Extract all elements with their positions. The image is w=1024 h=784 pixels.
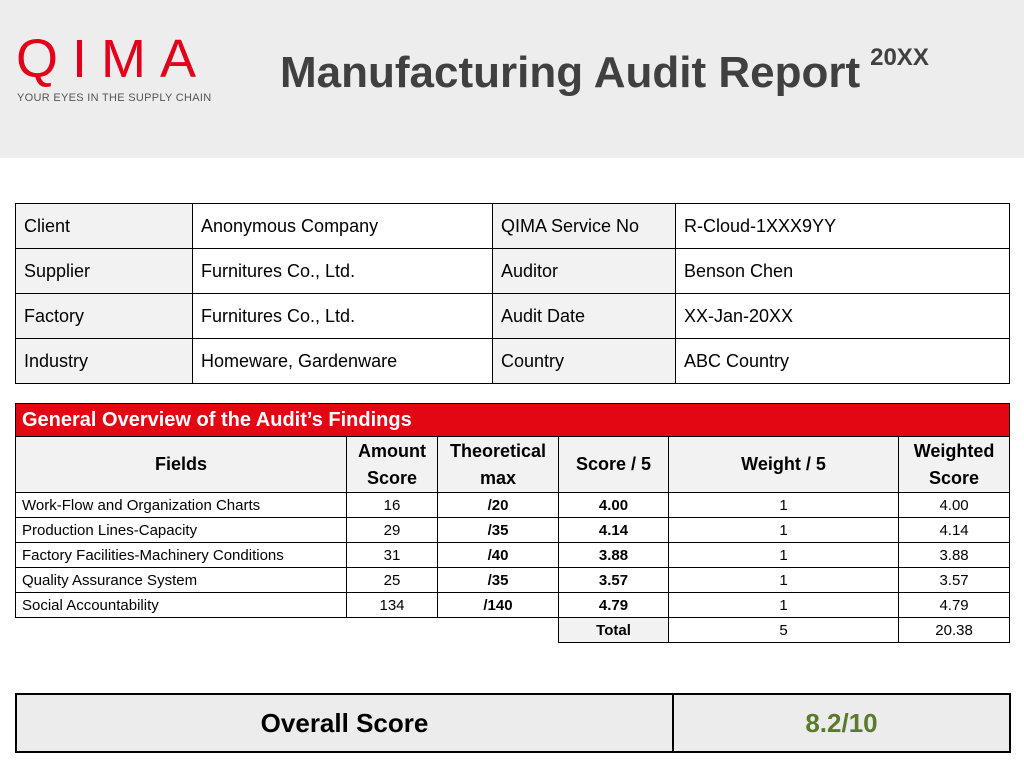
findings-cell: 4.79 <box>897 592 1011 618</box>
findings-cell: 4.00 <box>558 492 669 518</box>
column-header-row: Fields Amount Score Theoretical max Score /… <box>15 436 1011 493</box>
findings-row: Work-Flow and Organization Charts 16/20 4.… <box>15 492 1011 518</box>
findings-cell: 134 <box>346 592 438 618</box>
empty-cell <box>16 618 347 643</box>
info-table: Client Anonymous Company QIMA Service No R-… <box>15 203 1010 384</box>
column-header: Fields <box>15 436 347 493</box>
findings-cell: 1 <box>668 492 899 518</box>
info-row: Supplier Furnitures Co., Ltd. Auditor Benso… <box>15 248 1010 294</box>
overall-label: Overall Score <box>15 693 674 753</box>
findings-cell: 3.57 <box>558 567 669 593</box>
info-row: Industry Homeware, Gardenware Country ABC C… <box>15 338 1010 384</box>
findings-cell: Quality Assurance System <box>15 567 347 593</box>
info-label: Factory <box>15 293 193 339</box>
info-value: Benson Chen <box>675 248 1010 294</box>
findings-cell: 3.88 <box>897 542 1011 568</box>
logo: QIMA <box>16 29 211 89</box>
total-row: Total 5 20.38 <box>16 617 1011 643</box>
info-row: Client Anonymous Company QIMA Service No R-… <box>15 203 1010 249</box>
info-value: R-Cloud-1XXX9YY <box>675 203 1010 249</box>
findings-row: Production Lines-Capacity 29/35 4.14 1 4.14 <box>15 517 1011 543</box>
info-label: Supplier <box>15 248 193 294</box>
findings-row: Factory Facilities-Machinery Conditions 3… <box>15 542 1011 568</box>
findings-table: General Overview of the Audit’s Findings… <box>14 403 1011 643</box>
info-label: Industry <box>15 338 193 384</box>
findings-cell: 1 <box>668 592 899 618</box>
findings-cell: Social Accountability <box>15 592 347 618</box>
findings-cell: 3.57 <box>897 567 1011 593</box>
findings-cell: 4.14 <box>897 517 1011 543</box>
findings-cell: 4.00 <box>897 492 1011 518</box>
info-label: Client <box>15 203 193 249</box>
findings-cell: /35 <box>437 517 559 543</box>
column-header: Weighted Score <box>897 436 1011 493</box>
empty-cell <box>438 618 559 643</box>
info-label: Country <box>492 338 676 384</box>
findings-cell: 16 <box>346 492 438 518</box>
title-text: Manufacturing Audit Report <box>280 48 861 97</box>
findings-cell: /40 <box>437 542 559 568</box>
findings-cell: Work-Flow and Organization Charts <box>15 492 347 518</box>
findings-cell: 3.88 <box>558 542 669 568</box>
findings-title: General Overview of the Audit’s Findings <box>14 403 1011 437</box>
findings-cell: /35 <box>437 567 559 593</box>
year: 20XX <box>870 44 929 71</box>
column-header: Amount Score <box>346 436 438 493</box>
findings-cell: 25 <box>346 567 438 593</box>
overall-table: Overall Score 8.2/10 <box>15 693 1011 753</box>
overall-row: Overall Score 8.2/10 <box>15 693 1011 753</box>
total-weighted: 20.38 <box>897 617 1011 643</box>
header-band <box>0 0 1024 158</box>
info-value: Homeware, Gardenware <box>192 338 493 384</box>
findings-cell: 4.79 <box>558 592 669 618</box>
info-value: Furnitures Co., Ltd. <box>192 293 493 339</box>
findings-cell: Production Lines-Capacity <box>15 517 347 543</box>
total-label: Total <box>558 617 669 643</box>
title: Manufacturing Audit Report 20XX <box>280 44 929 98</box>
findings-cell: 4.14 <box>558 517 669 543</box>
findings-cell: /20 <box>437 492 559 518</box>
findings-title-row: General Overview of the Audit’s Findings <box>14 403 1011 437</box>
info-label: Audit Date <box>492 293 676 339</box>
total-weight: 5 <box>668 617 899 643</box>
findings-row: Social Accountability 134/140 4.79 1 4.79 <box>15 592 1011 618</box>
column-header: Weight / 5 <box>668 436 899 493</box>
info-value: ABC Country <box>675 338 1010 384</box>
empty-cell <box>347 618 438 643</box>
info-label: QIMA Service No <box>492 203 676 249</box>
tagline: YOUR EYES IN THE SUPPLY CHAIN <box>17 92 212 104</box>
overall-value: 8.2/10 <box>672 693 1011 753</box>
column-header: Theoretical max <box>437 436 559 493</box>
info-value: Furnitures Co., Ltd. <box>192 248 493 294</box>
info-value: XX-Jan-20XX <box>675 293 1010 339</box>
findings-cell: 1 <box>668 517 899 543</box>
findings-row: Quality Assurance System 25/35 3.57 1 3.57 <box>15 567 1011 593</box>
findings-cell: 1 <box>668 542 899 568</box>
findings-cell: Factory Facilities-Machinery Conditions <box>15 542 347 568</box>
info-row: Factory Furnitures Co., Ltd. Audit Date XX-… <box>15 293 1010 339</box>
findings-cell: 29 <box>346 517 438 543</box>
info-label: Auditor <box>492 248 676 294</box>
findings-cell: 1 <box>668 567 899 593</box>
findings-cell: /140 <box>437 592 559 618</box>
column-header: Score / 5 <box>558 436 669 493</box>
info-value: Anonymous Company <box>192 203 493 249</box>
findings-cell: 31 <box>346 542 438 568</box>
